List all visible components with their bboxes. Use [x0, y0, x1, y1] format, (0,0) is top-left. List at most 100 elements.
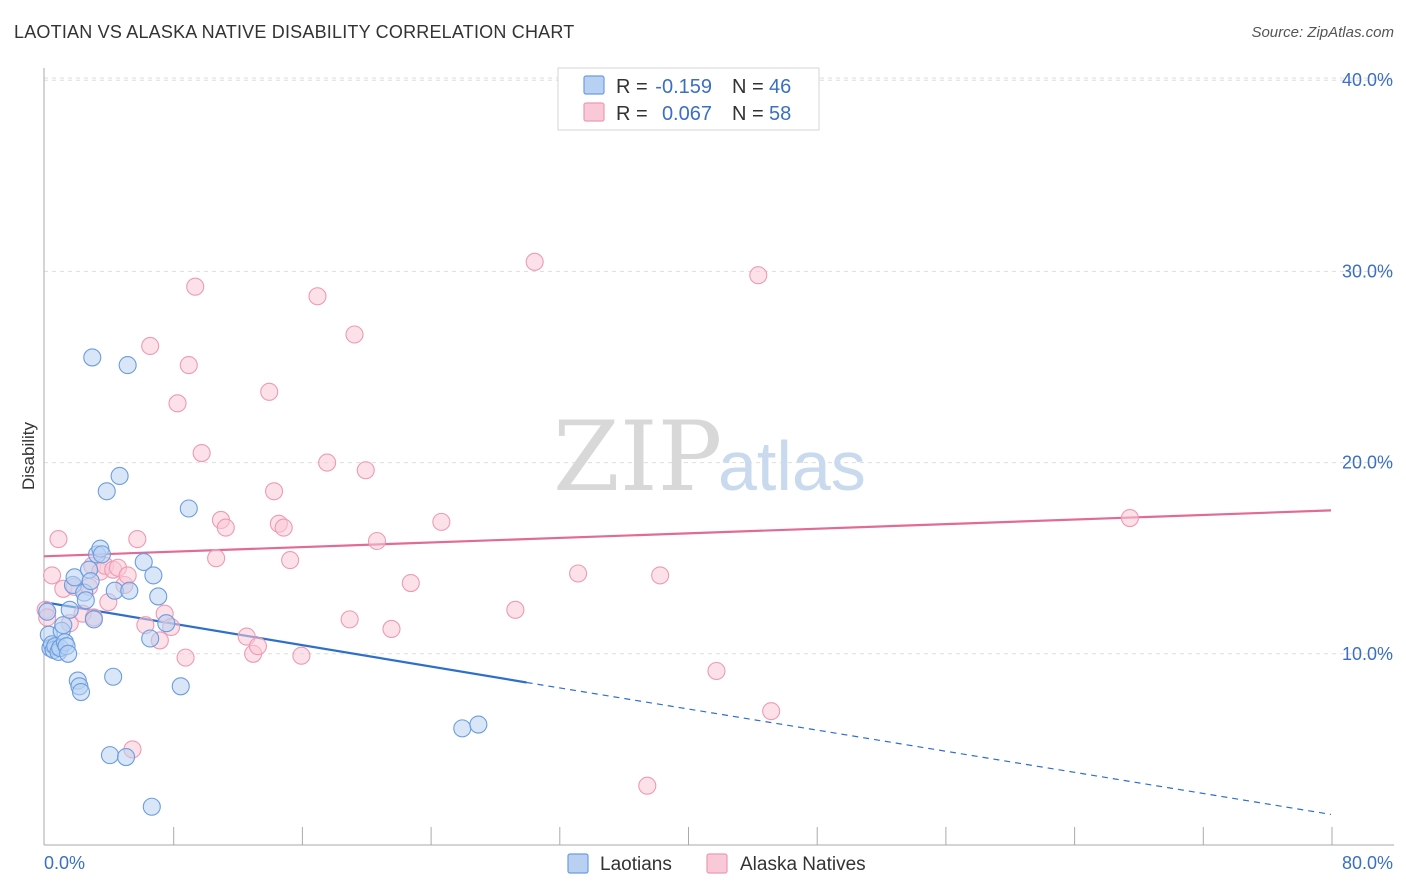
point-laotians	[171, 677, 190, 696]
point-alaska	[432, 512, 451, 531]
axis-layer	[43, 68, 1394, 846]
point-laotians	[157, 614, 176, 633]
point-alaska	[292, 646, 311, 665]
y-tick-labels: 10.0% 20.0% 30.0% 40.0%	[1342, 70, 1393, 664]
point-alaska	[401, 574, 420, 593]
points-layer	[36, 252, 1139, 816]
point-alaska	[525, 252, 544, 271]
stats-n-value-laotians: 46	[769, 76, 791, 98]
point-alaska	[506, 600, 525, 619]
point-alaska	[176, 648, 195, 667]
stats-r-value-laotians: -0.159	[655, 76, 712, 98]
point-laotians	[141, 629, 160, 648]
point-alaska	[1120, 508, 1139, 528]
stats-n-label-laotians: N =	[732, 76, 764, 98]
point-alaska	[118, 566, 137, 585]
point-laotians	[92, 545, 111, 564]
point-laotians	[110, 466, 129, 486]
y-tick-label: 10.0%	[1342, 644, 1393, 664]
stats-r-label-alaska: R =	[616, 103, 648, 125]
legend-label-laotians: Laotians	[600, 854, 672, 875]
point-laotians	[144, 566, 163, 585]
series-legend: Laotians Alaska Natives	[567, 853, 866, 875]
point-laotians	[453, 719, 472, 738]
point-laotians	[81, 572, 100, 591]
point-alaska	[340, 610, 359, 629]
y-tick-label: 40.0%	[1342, 70, 1393, 90]
watermark-zip: ZIP	[553, 401, 722, 513]
trend-line-laotians	[43, 601, 527, 684]
stats-swatch-laotians	[583, 75, 605, 95]
point-alaska	[281, 551, 300, 570]
point-laotians	[469, 715, 488, 734]
trend-line-laotians-extrapolated	[526, 681, 1332, 816]
stats-r-value-alaska: 0.067	[662, 103, 712, 125]
point-alaska	[762, 702, 781, 721]
legend-label-alaska: Alaska Natives	[740, 854, 866, 875]
point-laotians	[134, 552, 153, 572]
point-laotians	[142, 797, 161, 816]
point-alaska	[356, 461, 375, 480]
point-alaska	[186, 277, 205, 296]
point-laotians	[100, 746, 120, 765]
point-alaska	[128, 530, 147, 549]
point-alaska	[141, 336, 160, 356]
point-alaska	[179, 356, 198, 375]
point-alaska	[42, 566, 62, 585]
source-label: Source: ZipAtlas.com	[1251, 24, 1394, 41]
point-laotians	[59, 644, 78, 663]
point-alaska	[638, 776, 657, 795]
point-alaska	[216, 518, 235, 537]
stats-r-label-laotians: R =	[616, 76, 648, 98]
point-laotians	[76, 591, 95, 610]
point-alaska	[207, 549, 226, 568]
point-laotians	[104, 667, 123, 686]
chart-title: LAOTIAN VS ALASKA NATIVE DISABILITY CORR…	[14, 22, 575, 42]
trend-layer	[43, 509, 1332, 816]
point-alaska	[192, 443, 211, 463]
trend-line-alaska	[43, 509, 1332, 558]
point-alaska	[260, 382, 279, 401]
point-alaska	[308, 287, 327, 306]
point-laotians	[71, 682, 91, 702]
x-tick-label: 80.0%	[1342, 853, 1393, 873]
point-laotians	[84, 610, 103, 629]
point-laotians	[116, 747, 136, 767]
point-laotians	[149, 587, 168, 606]
grid-layer	[44, 77, 1394, 655]
point-laotians	[38, 602, 57, 621]
y-axis-label: Disability	[19, 421, 38, 490]
point-alaska	[651, 566, 670, 585]
point-alaska	[707, 661, 726, 681]
point-alaska	[168, 394, 187, 413]
point-alaska	[265, 482, 284, 501]
stats-legend: R = -0.159 N = 46 R = 0.067 N = 58	[557, 67, 820, 131]
point-laotians	[54, 616, 73, 635]
point-alaska	[49, 530, 68, 549]
point-alaska	[274, 518, 293, 537]
point-alaska	[345, 325, 364, 344]
point-alaska	[382, 619, 401, 638]
point-alaska	[367, 531, 387, 551]
y-tick-label: 30.0%	[1342, 261, 1393, 281]
watermark: ZIP atlas	[553, 401, 866, 513]
stats-n-label-alaska: N =	[732, 103, 764, 125]
stats-swatch-alaska	[583, 102, 605, 122]
point-laotians	[118, 356, 137, 375]
point-laotians	[60, 600, 79, 619]
stats-n-value-alaska: 58	[769, 103, 791, 125]
point-alaska	[749, 266, 768, 285]
point-alaska	[318, 453, 337, 472]
point-alaska	[248, 637, 268, 656]
x-tick-label: 0.0%	[44, 853, 85, 873]
point-laotians	[97, 482, 116, 501]
watermark-atlas: atlas	[718, 427, 866, 505]
point-laotians	[120, 581, 139, 600]
point-alaska	[569, 564, 588, 583]
point-laotians	[83, 348, 102, 367]
y-tick-label: 20.0%	[1342, 453, 1393, 473]
legend-swatch-alaska	[706, 853, 728, 874]
x-tick-labels: 0.0% 80.0%	[44, 853, 1393, 873]
legend-swatch-laotians	[567, 853, 589, 874]
